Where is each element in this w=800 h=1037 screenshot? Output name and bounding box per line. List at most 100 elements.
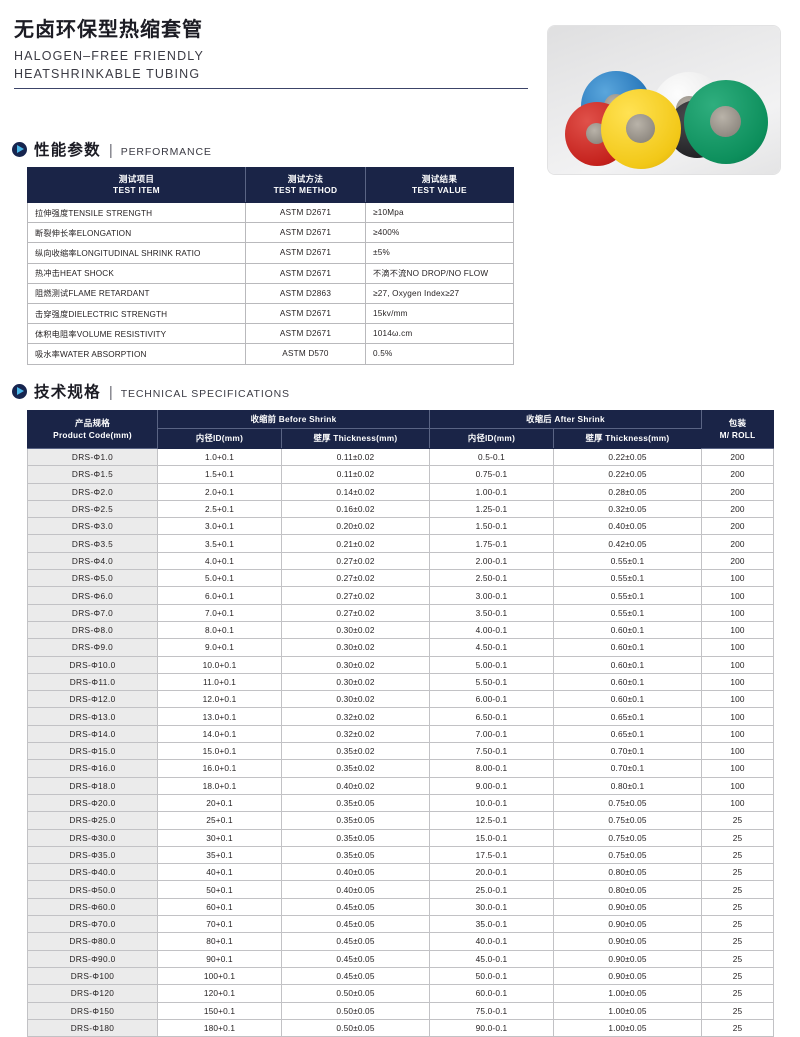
spec-cell-before-id: 180+0.1 (157, 1018, 282, 1037)
perf-cell-value: ≥400% (365, 222, 514, 244)
perf-cell-method: ASTM D2671 (245, 222, 366, 244)
spec-cell-code: DRS-Φ3.0 (27, 517, 158, 536)
spec-cell-code: DRS-Φ4.0 (27, 551, 158, 571)
table-row: DRS-Φ20.0 20+0.1 0.35±0.05 10.0-0.1 0.75±0.0… (27, 793, 775, 813)
spec-cell-before-th: 0.32±0.02 (281, 724, 430, 744)
table-row: DRS-Φ60.0 60+0.1 0.45±0.05 30.0-0.1 0.90±0.0… (27, 897, 775, 917)
spec-cell-before-id: 14.0+0.1 (157, 724, 282, 744)
spec-cell-before-id: 70+0.1 (157, 915, 282, 934)
arrow-circle-icon (12, 383, 27, 399)
spec-cell-pack: 100 (701, 569, 775, 588)
spec-cell-pack: 200 (701, 517, 775, 536)
spec-cell-before-id: 18.0+0.1 (157, 776, 282, 795)
table-row: DRS-Φ5.0 5.0+0.1 0.27±0.02 2.50-0.1 0.55±0.1… (27, 569, 775, 588)
spec-cell-before-id: 30+0.1 (157, 828, 282, 847)
spec-cell-after-id: 12.5-0.1 (429, 811, 554, 830)
spec-cell-code: DRS-Φ40.0 (27, 863, 158, 882)
table-row: DRS-Φ50.0 50+0.1 0.40±0.05 25.0-0.1 0.80±0.0… (27, 880, 775, 899)
spec-cell-before-th: 0.11±0.02 (281, 447, 430, 467)
spec-cell-pack: 25 (701, 880, 775, 899)
spec-cell-code: DRS-Φ5.0 (27, 569, 158, 588)
spec-cell-before-id: 5.0+0.1 (157, 569, 282, 588)
spec-cell-after-id: 4.50-0.1 (429, 638, 554, 657)
spec-cell-pack: 200 (701, 465, 775, 484)
roll-core (626, 114, 655, 143)
table-row: DRS-Φ120 120+0.1 0.50±0.05 60.0-0.1 1.00±0.0… (27, 984, 775, 1003)
spec-cell-code: DRS-Φ120 (27, 984, 158, 1003)
spec-cell-before-id: 40+0.1 (157, 863, 282, 882)
section-heading-performance: 性能参数 | PERFORMANCE (12, 138, 212, 160)
table-row: DRS-Φ1.0 1.0+0.1 0.11±0.02 0.5-0.1 0.22±0.05… (27, 447, 775, 467)
table-row: DRS-Φ8.0 8.0+0.1 0.30±0.02 4.00-0.1 0.60±0.1… (27, 620, 775, 640)
spec-cell-before-th: 0.45±0.05 (281, 897, 430, 917)
roll-core (710, 106, 741, 137)
col-label-en: Thickness(mm) (605, 432, 670, 443)
spec-cell-after-id: 2.50-0.1 (429, 569, 554, 588)
spec-cell-code: DRS-Φ7.0 (27, 603, 158, 622)
spec-cell-pack: 200 (701, 534, 775, 553)
yellow-roll (601, 89, 681, 169)
spec-cell-before-th: 0.35±0.05 (281, 811, 430, 830)
spec-cell-pack: 100 (701, 672, 775, 692)
spec-cell-before-id: 9.0+0.1 (157, 638, 282, 657)
spec-cell-pack: 25 (701, 845, 775, 865)
spec-cell-after-th: 0.90±0.05 (552, 949, 703, 968)
spec-cell-after-id: 6.00-0.1 (429, 690, 554, 709)
spec-cell-before-th: 0.50±0.05 (281, 1018, 430, 1037)
spec-cell-code: DRS-Φ18.0 (27, 776, 158, 795)
spec-cell-after-id: 4.00-0.1 (429, 620, 554, 640)
spec-cell-before-th: 0.11±0.02 (281, 465, 430, 484)
spec-cell-after-id: 20.0-0.1 (429, 863, 554, 882)
spec-cell-after-id: 1.00-0.1 (429, 482, 554, 501)
spec-cell-before-th: 0.40±0.05 (281, 863, 430, 882)
spec-cell-before-th: 0.50±0.05 (281, 1001, 430, 1020)
spec-cell-before-th: 0.30±0.02 (281, 655, 430, 674)
spec-cell-before-id: 25+0.1 (157, 811, 282, 830)
col-label-en: Product Code(mm) (53, 429, 132, 440)
header-divider (14, 88, 528, 89)
spec-cell-after-id: 45.0-0.1 (429, 949, 554, 968)
spec-col-before-thickness: 壁厚 Thickness(mm) (281, 428, 430, 449)
spec-cell-after-th: 0.90±0.05 (552, 932, 703, 951)
table-row: DRS-Φ3.0 3.0+0.1 0.20±0.02 1.50-0.1 0.40±0.0… (27, 517, 775, 536)
spec-cell-after-id: 3.50-0.1 (429, 603, 554, 622)
spec-cell-pack: 200 (701, 447, 775, 467)
section-heading-performance-en: PERFORMANCE (120, 146, 212, 158)
spec-cell-after-id: 0.5-0.1 (429, 447, 554, 467)
spec-cell-after-th: 0.60±0.1 (552, 655, 703, 674)
spec-cell-after-id: 7.00-0.1 (429, 724, 554, 744)
spec-cell-before-th: 0.27±0.02 (281, 603, 430, 622)
spec-cell-code: DRS-Φ180 (27, 1018, 158, 1037)
spec-cell-before-th: 0.35±0.05 (281, 828, 430, 847)
perf-cell-item: 体积电阻率VOLUME RESISTIVITY (27, 323, 246, 345)
spec-cell-before-th: 0.30±0.02 (281, 638, 430, 657)
perf-cell-value: 1014ω.cm (365, 323, 514, 345)
perf-cell-item: 热冲击HEAT SHOCK (27, 262, 246, 284)
col-label-cn: 内径ID(mm) (467, 432, 516, 443)
spec-cell-after-th: 0.55±0.1 (552, 603, 703, 622)
col-label-en: TEST METHOD (273, 185, 338, 196)
spec-cell-before-id: 8.0+0.1 (157, 620, 282, 640)
spec-cell-after-th: 0.75±0.05 (552, 793, 703, 813)
section-heading-spec-cn: 技术规格 (34, 384, 101, 401)
table-row: DRS-Φ180 180+0.1 0.50±0.05 90.0-0.1 1.00±0.0… (27, 1018, 775, 1037)
spec-cell-code: DRS-Φ2.0 (27, 482, 158, 501)
spec-cell-pack: 25 (701, 863, 775, 882)
spec-cell-pack: 25 (701, 984, 775, 1003)
table-row: DRS-Φ14.0 14.0+0.1 0.32±0.02 7.00-0.1 0.65±0… (27, 724, 775, 744)
spec-cell-code: DRS-Φ100 (27, 966, 158, 986)
spec-cell-after-th: 0.42±0.05 (552, 534, 703, 553)
spec-cell-after-th: 1.00±0.05 (552, 984, 703, 1003)
spec-cell-after-id: 75.0-0.1 (429, 1001, 554, 1020)
perf-cell-item: 阻燃测试FLAME RETARDANT (27, 282, 246, 304)
table-row: DRS-Φ10.0 10.0+0.1 0.30±0.02 5.00-0.1 0.60±0… (27, 655, 775, 674)
table-row: DRS-Φ13.0 13.0+0.1 0.32±0.02 6.50-0.1 0.65±0… (27, 707, 775, 726)
spec-cell-before-id: 150+0.1 (157, 1001, 282, 1020)
table-row: DRS-Φ25.0 25+0.1 0.35±0.05 12.5-0.1 0.75±0.0… (27, 811, 775, 830)
spec-cell-before-th: 0.40±0.05 (281, 880, 430, 899)
spec-cell-before-th: 0.27±0.02 (281, 586, 430, 605)
spec-cell-before-id: 100+0.1 (157, 966, 282, 986)
col-label-cn: 产品规格 (74, 418, 110, 429)
spec-cell-pack: 200 (701, 551, 775, 571)
col-label-cn: 内径ID(mm) (195, 432, 244, 443)
